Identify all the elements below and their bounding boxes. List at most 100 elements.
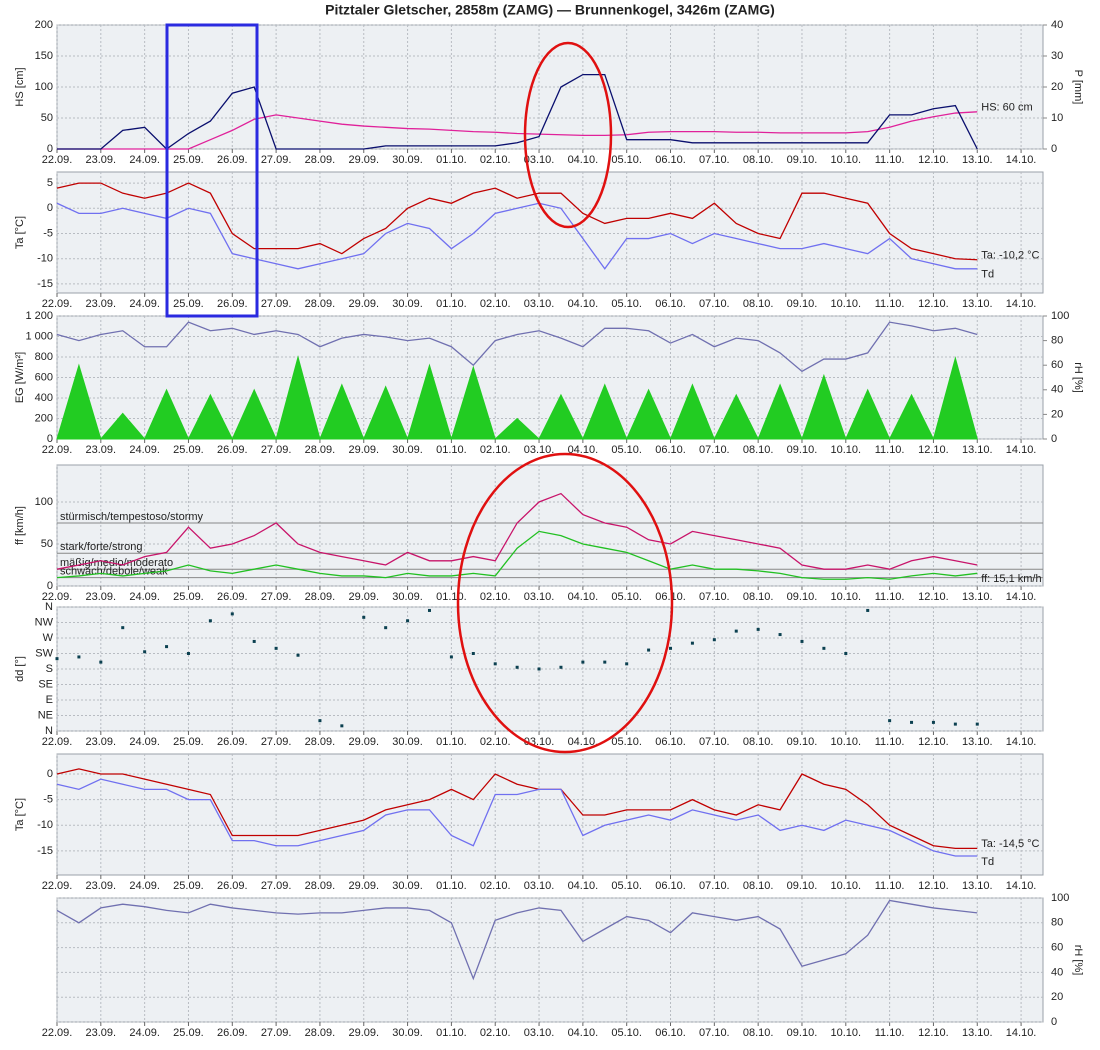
- threshold-label: stark/forte/strong: [60, 541, 143, 553]
- direction-point: [384, 626, 388, 630]
- x-tick-label: 13.10.: [962, 1027, 993, 1039]
- x-tick-label: 09.10.: [787, 591, 818, 603]
- x-tick-label: 04.10.: [568, 880, 599, 892]
- y-tick-label: W: [43, 632, 54, 644]
- highlight-box: [165, 23, 259, 318]
- x-tick-label: 09.10.: [787, 880, 818, 892]
- series-line: [57, 73, 978, 150]
- x-tick-label: 26.09.: [217, 444, 248, 456]
- x-tick-label: 09.10.: [787, 1027, 818, 1039]
- series-line: [56, 899, 978, 981]
- x-tick-label: 30.09.: [392, 880, 423, 892]
- direction-point: [449, 655, 453, 659]
- x-tick-label: 11.10.: [875, 154, 905, 166]
- x-tick-label: 22.09.: [42, 154, 73, 166]
- series-line: [56, 182, 978, 261]
- x-tick-label: 08.10.: [743, 736, 774, 748]
- x-tick-label: 26.09.: [217, 591, 248, 603]
- y-tick-label: 50: [41, 538, 53, 550]
- x-tick-label: 12.10.: [918, 591, 949, 603]
- x-tick-label: 13.10.: [962, 444, 993, 456]
- x-tick-label: 23.09.: [86, 298, 117, 310]
- direction-point: [165, 645, 169, 649]
- y-tick-label: 0: [47, 433, 53, 445]
- x-tick-label: 14.10.: [1006, 444, 1037, 456]
- x-tick-label: 08.10.: [743, 154, 774, 166]
- direction-point: [625, 662, 629, 666]
- y-axis-label: dd [°]: [14, 656, 26, 682]
- x-tick-label: 07.10.: [699, 736, 730, 748]
- y-axis-label: Ta [°C]: [14, 216, 26, 249]
- x-tick-label: 05.10.: [611, 1027, 642, 1039]
- y2-tick-label: 40: [1051, 19, 1063, 31]
- y-axis-label: ff [km/h]: [14, 506, 26, 545]
- x-tick-label: 07.10.: [699, 298, 730, 310]
- y-tick-label: 50: [41, 112, 53, 124]
- x-tick-label: 08.10.: [743, 1027, 774, 1039]
- direction-point: [121, 626, 125, 630]
- y-tick-label: NE: [38, 709, 53, 721]
- direction-point: [55, 657, 59, 661]
- x-tick-label: 13.10.: [962, 736, 993, 748]
- x-tick-label: 22.09.: [42, 736, 73, 748]
- y-tick-label: -15: [37, 278, 53, 290]
- direction-point: [888, 719, 892, 723]
- y2-tick-label: 0: [1051, 433, 1057, 445]
- y2-tick-label: 30: [1051, 50, 1063, 62]
- series-line: [56, 778, 978, 857]
- y-tick-label: S: [46, 663, 53, 675]
- y2-tick-label: 0: [1051, 1016, 1057, 1028]
- x-tick-label: 01.10.: [436, 444, 467, 456]
- direction-point: [274, 646, 278, 650]
- x-tick-label: 11.10.: [875, 880, 905, 892]
- x-tick-label: 13.10.: [962, 880, 993, 892]
- x-tick-label: 28.09.: [305, 444, 336, 456]
- direction-point: [230, 612, 234, 616]
- direction-point: [690, 641, 694, 645]
- x-tick-label: 22.09.: [42, 298, 73, 310]
- x-tick-label: 04.10.: [568, 154, 599, 166]
- x-tick-label: 07.10.: [699, 880, 730, 892]
- x-tick-label: 30.09.: [392, 1027, 423, 1039]
- direction-point: [910, 720, 914, 724]
- x-tick-label: 30.09.: [392, 298, 423, 310]
- y-tick-label: E: [46, 694, 53, 706]
- x-tick-label: 04.10.: [568, 591, 599, 603]
- x-tick-label: 11.10.: [875, 1027, 905, 1039]
- direction-point: [778, 633, 782, 637]
- x-tick-label: 04.10.: [568, 1027, 599, 1039]
- x-tick-label: 02.10.: [480, 736, 511, 748]
- y-tick-label: 100: [35, 81, 53, 93]
- x-tick-label: 22.09.: [42, 1027, 73, 1039]
- x-tick-label: 29.09.: [348, 880, 379, 892]
- x-tick-label: 11.10.: [875, 591, 905, 603]
- direction-point: [756, 627, 760, 631]
- x-tick-label: 25.09.: [173, 1027, 204, 1039]
- y2-tick-label: 10: [1051, 112, 1063, 124]
- x-tick-label: 12.10.: [918, 1027, 949, 1039]
- series-area: [56, 355, 978, 441]
- x-tick-label: 06.10.: [655, 591, 686, 603]
- y-tick-label: 150: [35, 50, 53, 62]
- x-tick-label: 01.10.: [436, 880, 467, 892]
- y-axis-label: HS [cm]: [14, 67, 26, 106]
- x-tick-label: 27.09.: [261, 154, 292, 166]
- x-tick-label: 24.09.: [129, 444, 160, 456]
- x-tick-label: 29.09.: [348, 444, 379, 456]
- x-tick-label: 07.10.: [699, 591, 730, 603]
- x-tick-label: 29.09.: [348, 591, 379, 603]
- end-label: Td: [981, 856, 994, 868]
- y-tick-label: -5: [43, 227, 53, 239]
- x-tick-label: 06.10.: [655, 154, 686, 166]
- y-tick-label: -10: [37, 253, 53, 265]
- x-tick-label: 25.09.: [173, 736, 204, 748]
- x-tick-label: 14.10.: [1006, 154, 1037, 166]
- direction-point: [471, 652, 475, 655]
- x-tick-label: 10.10.: [831, 154, 862, 166]
- x-tick-label: 23.09.: [86, 880, 117, 892]
- y-tick-label: SW: [35, 647, 53, 659]
- x-tick-label: 10.10.: [831, 298, 862, 310]
- x-tick-label: 29.09.: [348, 1027, 379, 1039]
- y-tick-label: 1 000: [25, 330, 53, 342]
- x-tick-label: 25.09.: [173, 880, 204, 892]
